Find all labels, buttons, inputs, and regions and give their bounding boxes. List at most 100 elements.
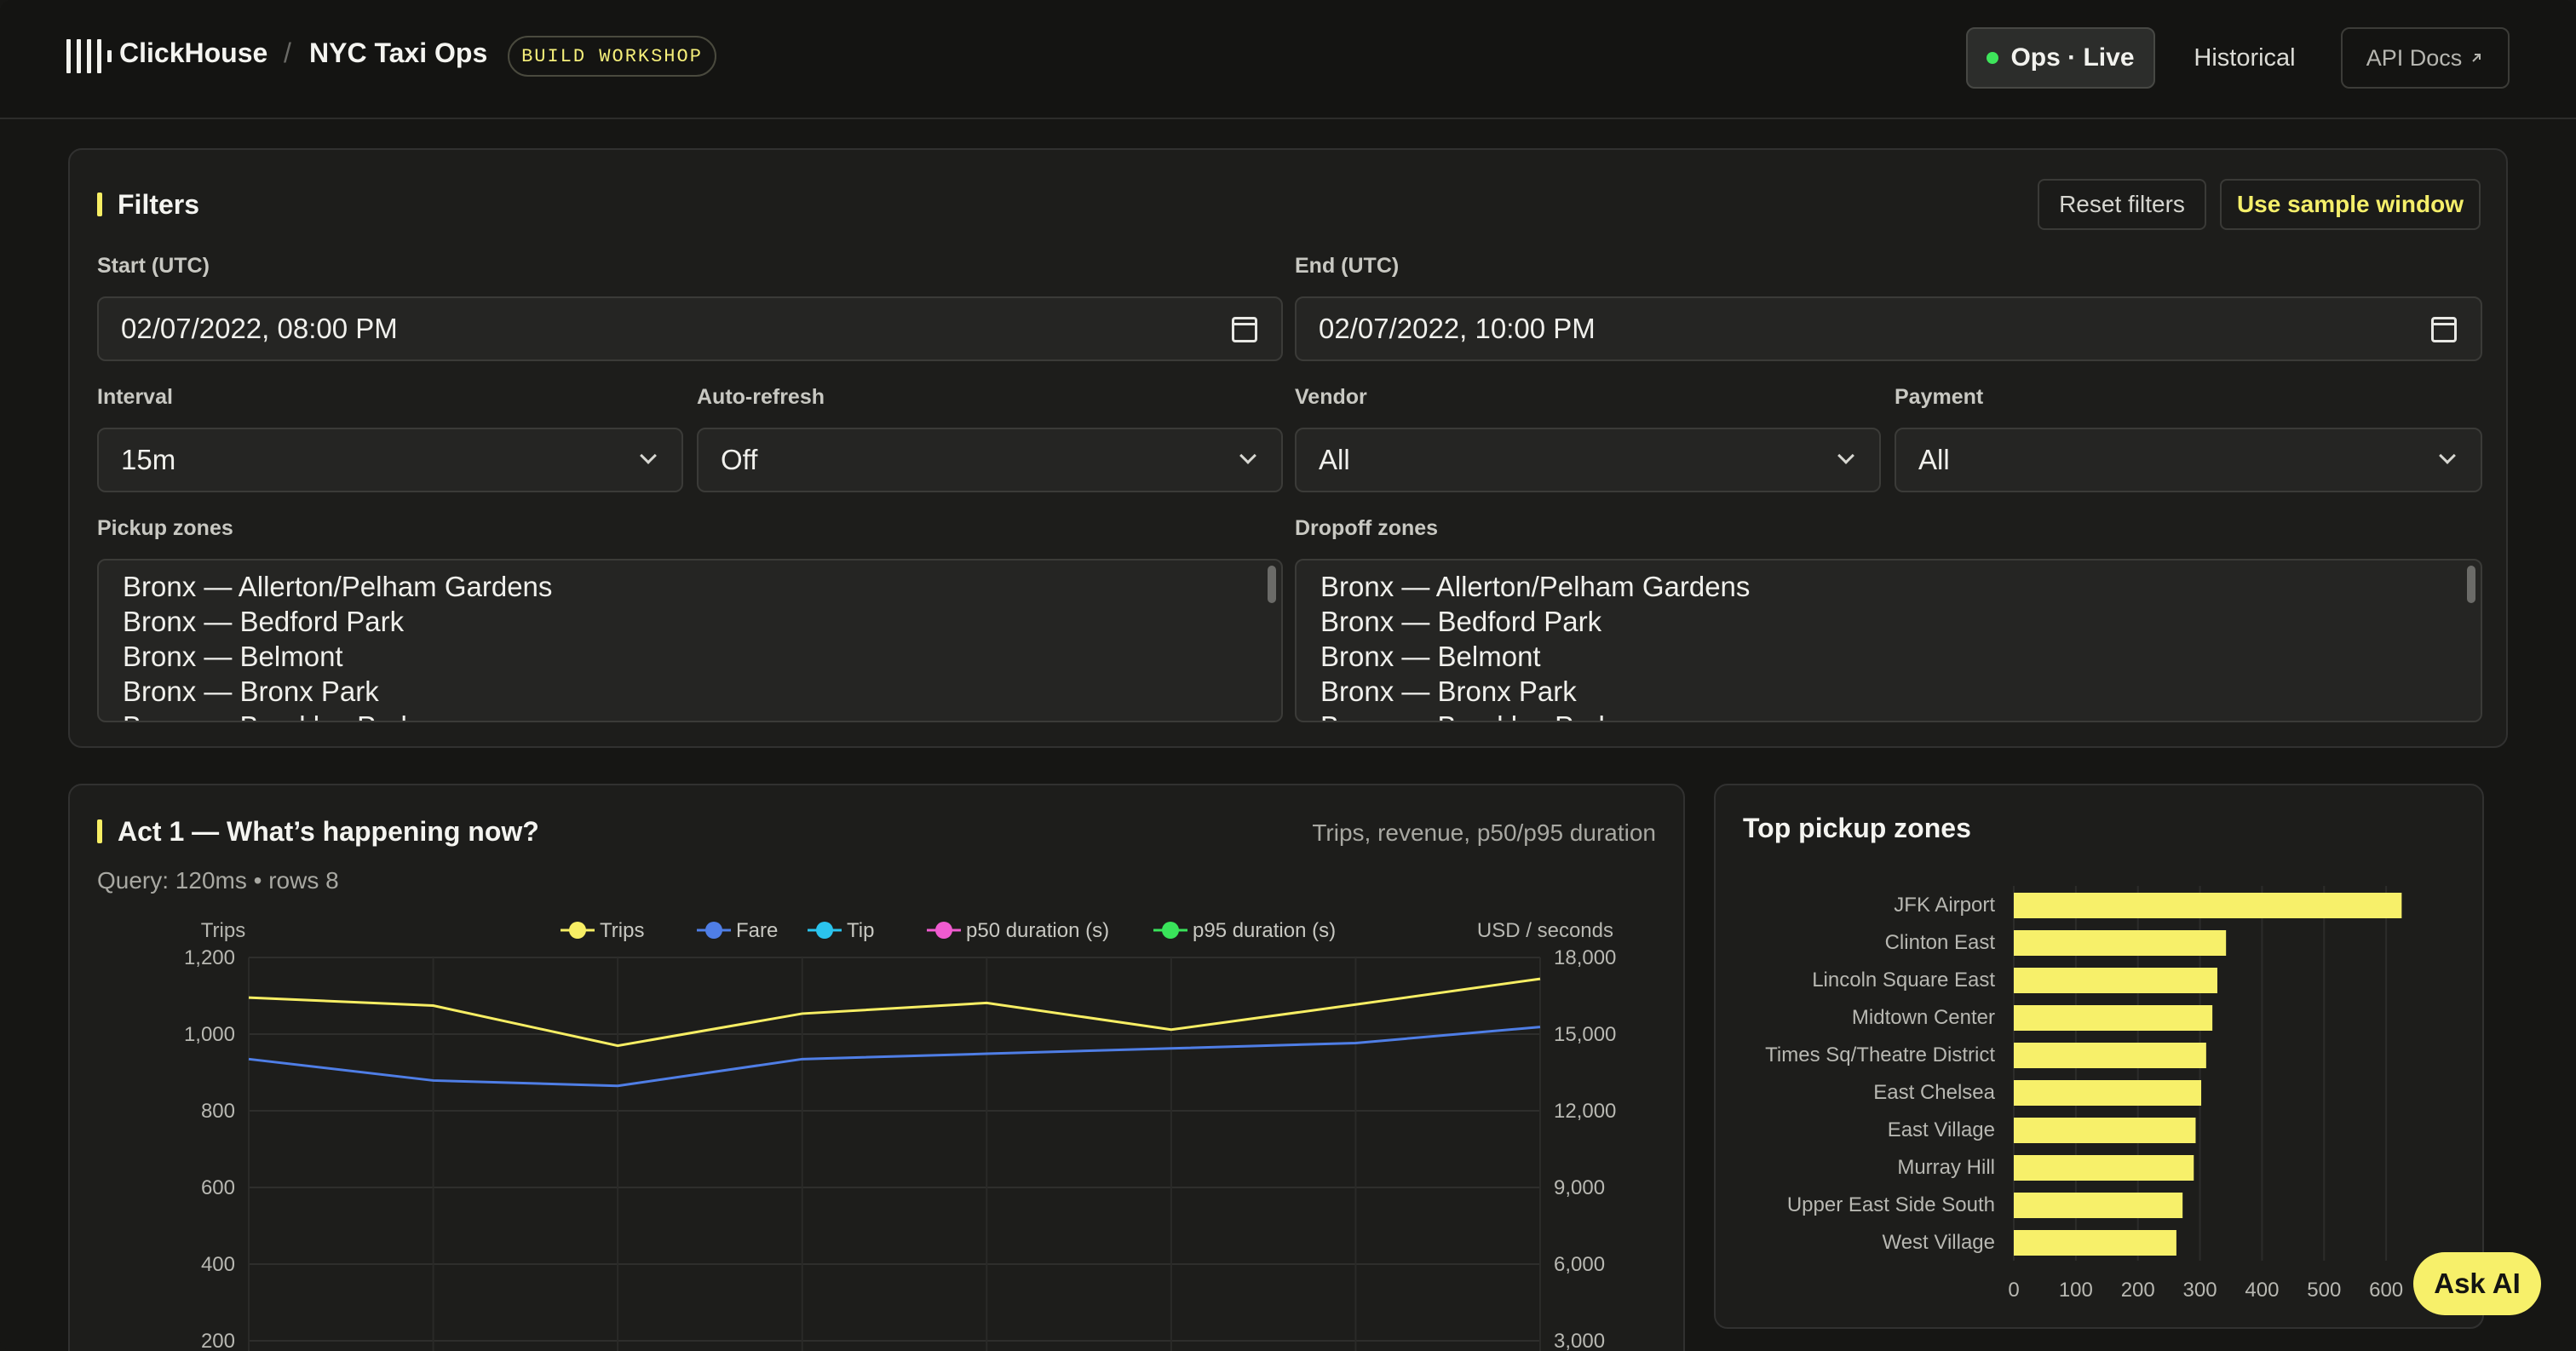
autorefresh-value: Off (721, 444, 758, 475)
category-label: Upper East Side South (1787, 1193, 1995, 1216)
filters-panel: Filters Reset filters Use sample window … (68, 148, 2508, 748)
interval-label: Interval (97, 385, 173, 409)
left-axis-label: Trips (201, 919, 245, 942)
category-label: Clinton East (1885, 931, 1996, 954)
payment-select[interactable]: All (1895, 428, 2482, 492)
live-status-dot-icon (1987, 52, 1999, 64)
api-docs-label: API Docs (2366, 44, 2463, 71)
payment-label: Payment (1895, 385, 1984, 409)
project-title: NYC Taxi Ops (309, 37, 488, 68)
filters-title: Filters (118, 189, 200, 220)
category-label: East Village (1888, 1118, 1995, 1141)
top-pickup-bar-chart: 0 100 200 300 400 500 600 JFK Airport Clinton Ea… (1765, 886, 2403, 1302)
top-pickup-panel: Top pickup zones 0 100 200 300 400 500 600 JFK … (1714, 784, 2484, 1329)
breadcrumb-separator: / (284, 37, 291, 68)
list-item[interactable]: Bronx — Bronx Park (123, 676, 379, 707)
use-sample-window-button[interactable]: Use sample window (2220, 179, 2481, 230)
list-item[interactable]: Bronx — Bronx Park (1320, 676, 1577, 707)
reset-filters-button[interactable]: Reset filters (2038, 179, 2206, 230)
vendor-label: Vendor (1295, 385, 1367, 409)
autorefresh-select[interactable]: Off (697, 428, 1283, 492)
left-axis-tick-label: 800 (201, 1100, 235, 1123)
interval-select[interactable]: 15m (97, 428, 683, 492)
ask-ai-button[interactable]: Ask AI (2413, 1252, 2541, 1315)
start-datetime-value: 02/07/2022, 08:00 PM (121, 313, 398, 344)
scrollbar-thumb[interactable] (1268, 566, 1276, 603)
left-axis-tick-label: 1,200 (184, 946, 235, 969)
legend-label: Tip (847, 919, 874, 942)
right-axis-tick-label: 15,000 (1554, 1023, 1616, 1046)
x-axis-tick-label: 500 (2307, 1279, 2341, 1302)
legend-label: p50 duration (s) (966, 919, 1109, 942)
legend-label: Fare (736, 919, 778, 942)
act1-subtitle: Trips, revenue, p50/p95 duration (1312, 819, 1656, 846)
right-axis-tick-label: 18,000 (1554, 946, 1616, 969)
legend-label: p95 duration (s) (1193, 919, 1336, 942)
bar (2014, 1043, 2206, 1068)
vendor-value: All (1319, 444, 1350, 475)
x-axis-tick-label: 400 (2245, 1279, 2279, 1302)
chevron-down-icon (2439, 447, 2456, 464)
right-axis-tick-label: 6,000 (1554, 1253, 1605, 1276)
bar (2014, 1005, 2213, 1031)
left-axis-tick-label: 400 (201, 1253, 235, 1276)
payment-value: All (1918, 444, 1950, 475)
right-axis-tick-label: 3,000 (1554, 1330, 1605, 1351)
chevron-down-icon (640, 447, 657, 464)
pickup-zones-label: Pickup zones (97, 516, 233, 540)
x-axis-tick-label: 0 (2008, 1279, 2019, 1302)
series-line-trips (248, 977, 1541, 1048)
list-item[interactable]: Bronx — Brooklyn Park (123, 709, 1281, 721)
list-item[interactable]: Bronx — Allerton/Pelham Gardens (1320, 571, 1751, 602)
left-axis-tick-label: 200 (201, 1330, 235, 1351)
left-axis-tick-label: 1,000 (184, 1023, 235, 1046)
legend-label: Trips (600, 919, 644, 942)
autorefresh-label: Auto-refresh (697, 385, 825, 409)
end-datetime-input[interactable]: 02/07/2022, 10:00 PM (1295, 296, 2482, 361)
query-meta: Query: 120ms • rows 8 (97, 867, 339, 894)
list-item[interactable]: Bronx — Brooklyn Park (1320, 709, 2481, 721)
list-item[interactable]: Bronx — Bedford Park (1320, 606, 1602, 637)
list-item[interactable]: Bronx — Belmont (123, 641, 343, 672)
bar (2014, 1118, 2196, 1143)
api-docs-button[interactable]: API Docs (2341, 27, 2510, 89)
calendar-icon[interactable] (2431, 317, 2457, 342)
legend-swatch-icon (935, 922, 952, 939)
category-label: Murray Hill (1897, 1156, 1995, 1179)
interval-value: 15m (121, 444, 176, 475)
x-axis-tick-label: 300 (2183, 1279, 2217, 1302)
category-label: East Chelsea (1873, 1081, 1995, 1104)
nav-historical-link[interactable]: Historical (2194, 43, 2296, 72)
start-datetime-input[interactable]: 02/07/2022, 08:00 PM (97, 296, 1283, 361)
dropoff-zones-listbox[interactable]: Bronx — Allerton/Pelham Gardens Bronx — … (1295, 559, 2482, 722)
bar (2014, 1155, 2194, 1181)
trips-revenue-line-chart: 1,200 1,000 800 600 400 200 18,000 15,000 12,000… (184, 919, 1616, 1351)
brand-name: ClickHouse (119, 37, 268, 68)
section-accent-bar (97, 193, 102, 216)
category-label: Times Sq/Theatre District (1765, 1043, 1995, 1066)
list-item[interactable]: Bronx — Bedford Park (123, 606, 405, 637)
x-axis-tick-label: 600 (2369, 1279, 2403, 1302)
external-link-icon (2472, 54, 2481, 62)
x-axis-tick-label: 100 (2059, 1279, 2093, 1302)
pickup-zones-listbox[interactable]: Bronx — Allerton/Pelham Gardens Bronx — … (97, 559, 1283, 722)
list-item[interactable]: Bronx — Belmont (1320, 641, 1541, 672)
bar (2014, 968, 2217, 993)
clickhouse-logo-icon (66, 39, 112, 73)
scrollbar-thumb[interactable] (2467, 566, 2475, 603)
workshop-badge: BUILD WORKSHOP (508, 36, 716, 77)
end-label: End (UTC) (1295, 254, 1400, 278)
chevron-down-icon (1239, 447, 1256, 464)
vendor-select[interactable]: All (1295, 428, 1881, 492)
list-item[interactable]: Bronx — Allerton/Pelham Gardens (123, 571, 553, 602)
act1-panel: Act 1 — What’s happening now? Trips, rev… (68, 784, 1685, 1351)
chevron-down-icon (1837, 447, 1854, 464)
right-axis-tick-label: 12,000 (1554, 1100, 1616, 1123)
legend-swatch-icon (705, 922, 722, 939)
calendar-icon[interactable] (1232, 317, 1257, 342)
bar (2014, 1230, 2176, 1256)
act1-title: Act 1 — What’s happening now? (118, 816, 539, 847)
nav-ops-live-button[interactable]: Ops · Live (1966, 27, 2155, 89)
bar (2014, 893, 2402, 918)
